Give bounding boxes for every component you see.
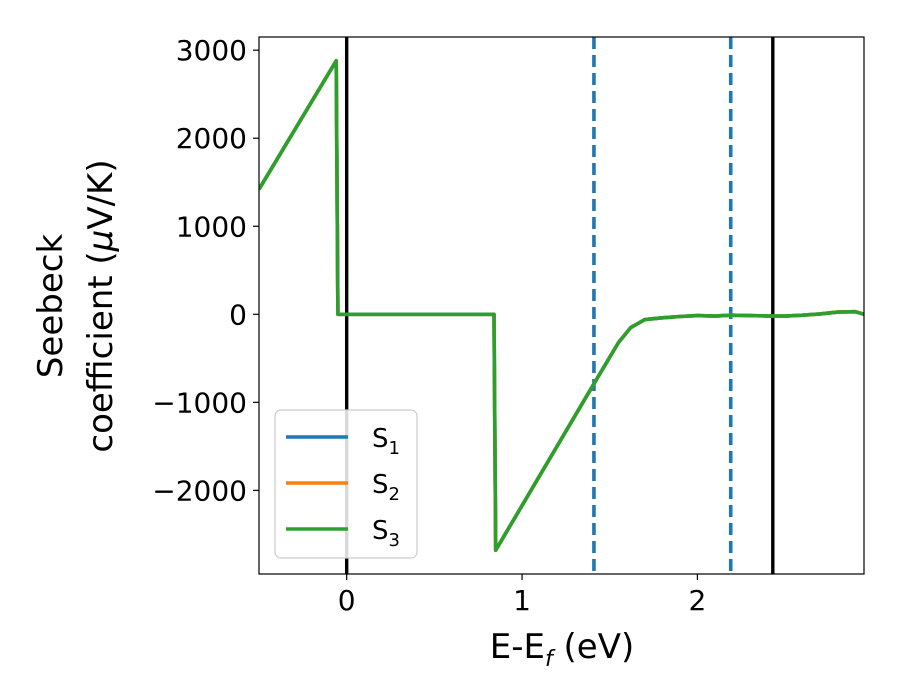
series-lines [259, 58, 864, 553]
legend-label-S3: S3 [372, 516, 400, 551]
y-tick-label: −1000 [152, 386, 247, 419]
x-axis-label: E-Ef (eV) [490, 627, 635, 672]
y-tick-label: 1000 [176, 210, 247, 243]
y-tick-label: 0 [229, 298, 247, 331]
legend-label-S2: S2 [372, 470, 400, 505]
y-tick-label: 2000 [176, 122, 247, 155]
y-tick-label: −2000 [152, 474, 247, 507]
y-axis-label-line1: Seebeck [31, 234, 71, 379]
legend-label-S1: S1 [372, 424, 400, 459]
series-line-S3 [259, 58, 864, 553]
plot-frame [258, 36, 865, 575]
x-tick-label: 0 [338, 584, 356, 617]
legend-items: S1 S2 S3 [286, 424, 400, 551]
y-tick-label: 3000 [176, 34, 247, 67]
x-axis-ticks: 0 1 2 [338, 574, 706, 617]
x-tick-label: 2 [688, 584, 706, 617]
y-axis-ticks: −2000 −1000 0 1000 2000 3000 [152, 34, 259, 507]
x-tick-label: 1 [513, 584, 531, 617]
y-axis-label-line2: coefficient (μV/K) [81, 159, 121, 452]
legend: S1 S2 S3 [274, 409, 418, 559]
